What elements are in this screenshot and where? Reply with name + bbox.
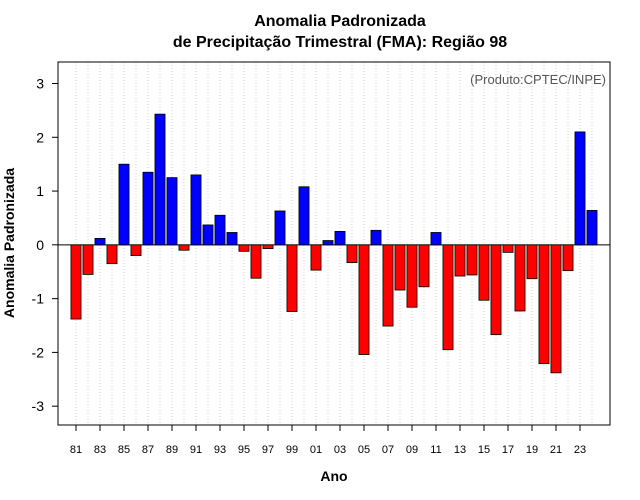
bar-2020 (538, 244, 550, 365)
bar-1993 (214, 214, 226, 246)
bar-2000 (298, 186, 310, 246)
x-tick-label: 17 (502, 444, 514, 456)
y-tick-label: 1 (36, 183, 44, 199)
x-tick-label: 21 (550, 444, 562, 456)
x-tick-label: 99 (286, 444, 298, 456)
bar-2022 (562, 244, 574, 272)
bar-2013 (454, 244, 466, 277)
chart-subtitle: de Precipitação Trimestral (FMA): Região… (173, 34, 507, 51)
bar-2024 (586, 210, 598, 246)
x-tick-label: 19 (526, 444, 538, 456)
x-tick-label: 83 (94, 444, 106, 456)
x-tick-label: 97 (262, 444, 274, 456)
bar-1994 (226, 232, 238, 246)
bar-2010 (418, 244, 430, 288)
bar-1995 (238, 244, 250, 252)
y-tick-label: 0 (36, 237, 44, 253)
bar-2021 (550, 244, 562, 374)
bar-1986 (130, 244, 142, 257)
bar-2009 (406, 244, 418, 308)
bar-1991 (190, 174, 202, 246)
bar-2011 (430, 232, 442, 246)
bar-1996 (250, 244, 262, 279)
x-tick-label: 91 (190, 444, 202, 456)
x-tick-label: 01 (310, 444, 322, 456)
bar-2016 (490, 244, 502, 336)
bar-1981 (70, 244, 82, 320)
x-tick-label: 85 (118, 444, 130, 456)
bar-2019 (526, 244, 538, 280)
bar-2008 (394, 244, 406, 291)
bar-2014 (466, 244, 478, 276)
bar-1985 (118, 163, 130, 246)
y-tick-label: 3 (36, 76, 44, 92)
y-tick-label: 2 (36, 129, 44, 145)
bar-2023 (574, 131, 586, 246)
y-axis: -3 -2 -1 0 1 2 3 (32, 76, 58, 414)
bar-1989 (166, 177, 178, 246)
x-tick-label: 09 (406, 444, 418, 456)
x-tick-label: 89 (166, 444, 178, 456)
bar-2015 (478, 244, 490, 301)
x-axis-title: Ano (320, 468, 347, 484)
x-tick-label: 81 (70, 444, 82, 456)
x-tick-label: 15 (478, 444, 490, 456)
bar-1984 (106, 244, 118, 265)
bar-2018 (514, 244, 526, 312)
bar-1988 (154, 113, 166, 246)
y-axis-title: Anomalia Padronizada (1, 168, 17, 318)
bar-1998 (274, 210, 286, 246)
x-tick-label: 11 (430, 444, 441, 456)
x-tick-label: 07 (382, 444, 394, 456)
bar-2007 (382, 244, 394, 327)
bar-1999 (286, 244, 298, 312)
plot-frame (57, 61, 611, 426)
x-tick-label: 05 (358, 444, 370, 456)
y-tick-label: -2 (32, 344, 45, 360)
x-tick-label: 23 (574, 444, 586, 456)
bar-1997 (262, 244, 274, 250)
chart-title: Anomalia Padronizada (254, 13, 426, 30)
vertical-gridlines (75, 62, 593, 425)
bar-2017 (502, 244, 514, 253)
x-tick-label: 93 (214, 444, 226, 456)
y-tick-label: -1 (32, 291, 45, 307)
bar-1987 (142, 171, 154, 246)
bar-2005 (358, 244, 370, 355)
bar-1992 (202, 224, 214, 246)
x-axis: 81 83 85 87 89 91 93 95 97 99 01 03 05 07 09 11 13 15 17 19… (70, 425, 586, 456)
bar-1983 (94, 237, 106, 246)
y-tick-label: -3 (32, 398, 45, 414)
bar-2006 (370, 229, 382, 246)
bar-2012 (442, 244, 454, 351)
bar-2003 (334, 230, 346, 246)
bar-1982 (82, 244, 94, 275)
x-tick-label: 13 (454, 444, 466, 456)
credit-label: (Produto:CPTEC/INPE) (470, 72, 606, 87)
bar-2001 (310, 244, 322, 271)
x-tick-label: 03 (334, 444, 346, 456)
bar-2002 (322, 240, 334, 246)
bar-2004 (346, 244, 358, 263)
x-tick-label: 87 (142, 444, 154, 456)
x-tick-label: 95 (238, 444, 250, 456)
bar-1990 (178, 244, 190, 251)
bars (70, 113, 598, 374)
